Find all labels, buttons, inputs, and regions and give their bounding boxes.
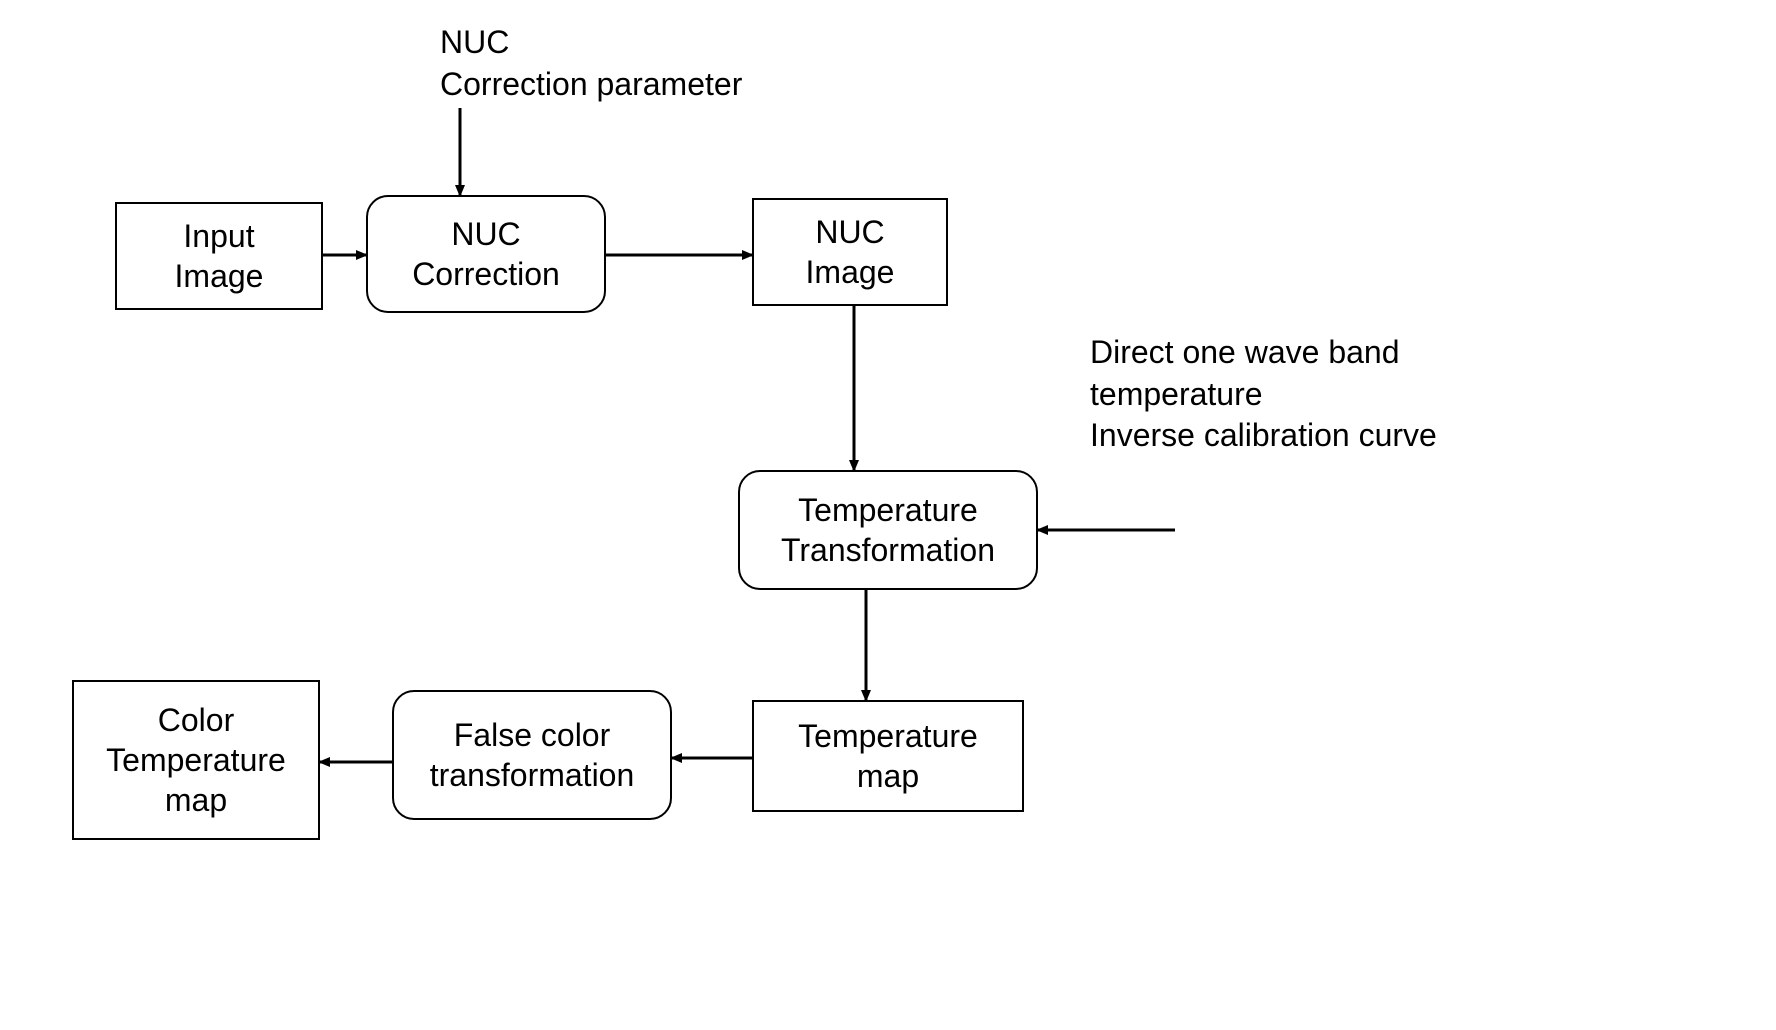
node-color-temp-map: Color Temperature map	[72, 680, 320, 840]
node-input-image: Input Image	[115, 202, 323, 310]
label-direct-wave: Direct one wave band temperature Inverse…	[1090, 332, 1437, 457]
node-text-temp-transform: Temperature Transformation	[781, 490, 995, 570]
node-temp-transform: Temperature Transformation	[738, 470, 1038, 590]
node-text-nuc-image: NUC Image	[806, 212, 895, 292]
node-text-color-temp-map: Color Temperature map	[106, 700, 286, 820]
node-nuc-image: NUC Image	[752, 198, 948, 306]
node-text-temp-map: Temperature map	[798, 716, 978, 796]
node-text-input-image: Input Image	[175, 216, 264, 296]
node-false-color: False color transformation	[392, 690, 672, 820]
node-text-nuc-correction: NUC Correction	[412, 214, 560, 294]
label-nuc-param: NUC Correction parameter	[440, 22, 742, 105]
node-text-false-color: False color transformation	[430, 715, 635, 795]
node-nuc-correction: NUC Correction	[366, 195, 606, 313]
node-temp-map: Temperature map	[752, 700, 1024, 812]
